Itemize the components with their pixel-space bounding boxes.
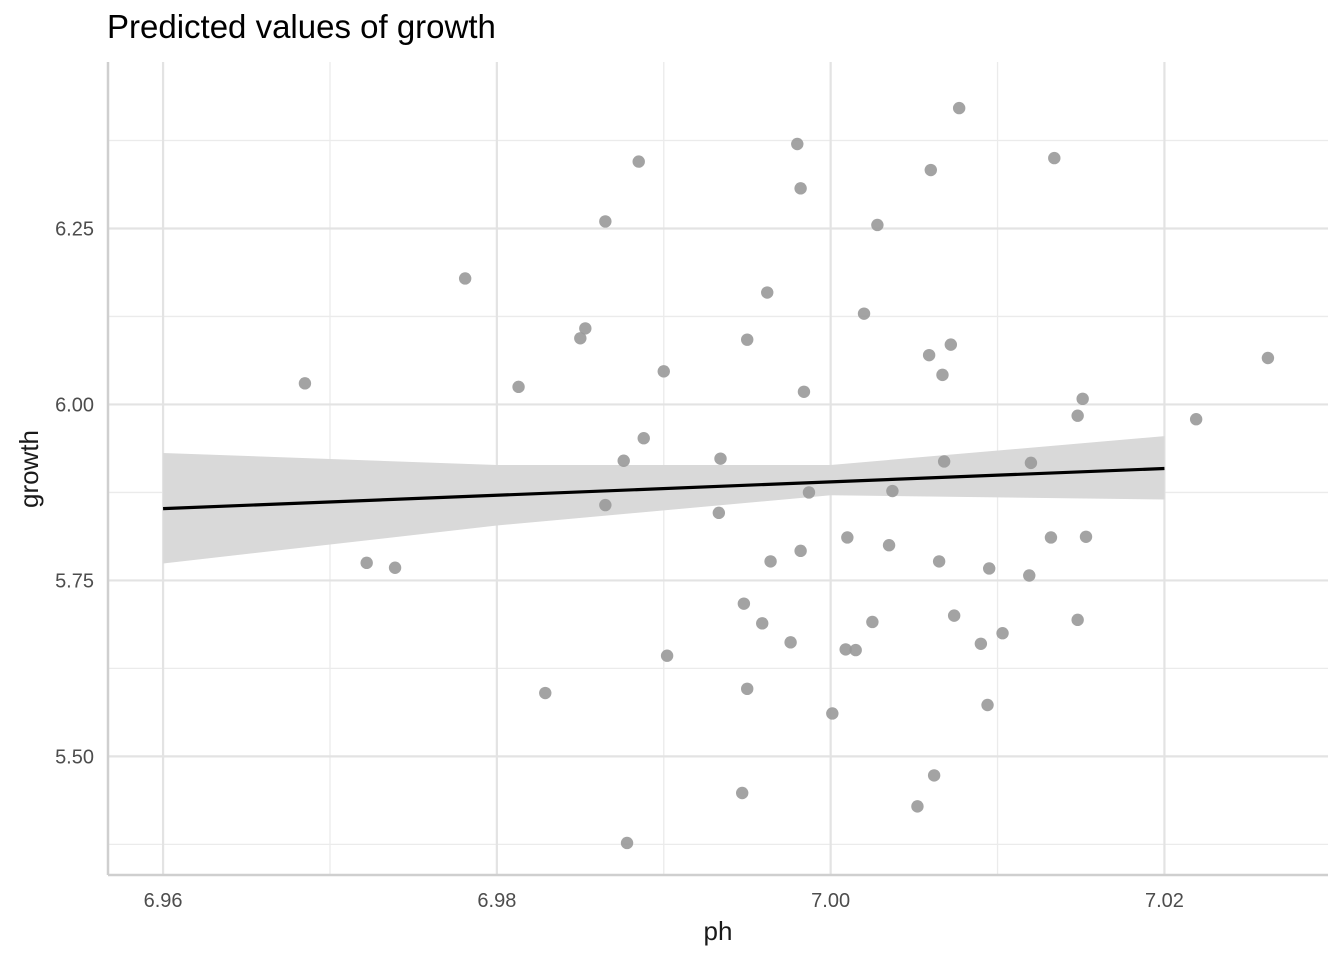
data-point: [952, 101, 966, 115]
data-point: [620, 836, 634, 850]
data-point: [866, 615, 879, 629]
data-point: [741, 682, 754, 696]
x-tick-label: 7.02: [1145, 890, 1184, 912]
data-point: [937, 455, 951, 468]
x-tick-labels: 6.96 6.98 7.00 7.02: [144, 890, 1184, 912]
data-point: [932, 555, 946, 568]
data-point: [599, 215, 612, 228]
data-point: [599, 498, 612, 512]
y-tick-label: 5.75: [55, 570, 94, 592]
data-point: [1189, 413, 1203, 426]
data-point: [579, 322, 592, 335]
data-point: [637, 432, 650, 445]
data-point: [924, 163, 937, 177]
axes: [106, 62, 1328, 877]
data-point: [1076, 392, 1089, 406]
data-point: [539, 686, 552, 700]
data-point: [911, 800, 924, 813]
data-point: [617, 454, 630, 467]
data-point: [944, 338, 958, 351]
data-point: [794, 544, 807, 558]
data-point: [632, 155, 645, 168]
data-point: [927, 769, 941, 782]
y-tick-label: 5.50: [55, 746, 94, 768]
data-point: [1023, 569, 1036, 582]
data-point: [983, 562, 996, 575]
y-tick-label: 6.00: [55, 394, 94, 416]
data-point: [1261, 351, 1275, 365]
data-point: [714, 452, 727, 465]
data-point: [839, 643, 852, 656]
data-point: [936, 368, 949, 382]
y-axis-title: growth: [14, 430, 44, 508]
data-point: [756, 617, 769, 630]
data-point: [737, 597, 751, 610]
prediction-line-layer: [163, 466, 1165, 511]
data-point: [1071, 409, 1084, 422]
data-point: [981, 698, 994, 712]
data-point: [857, 307, 871, 320]
data-point: [791, 137, 804, 151]
data-points-layer: [298, 101, 1275, 850]
data-point: [660, 649, 674, 662]
data-point: [882, 539, 896, 552]
data-point: [886, 484, 899, 498]
data-point: [298, 377, 312, 390]
data-point: [849, 643, 862, 657]
data-point: [761, 286, 774, 299]
x-tick-label: 6.96: [144, 890, 183, 912]
x-tick-label: 6.98: [477, 890, 516, 912]
data-point: [797, 385, 811, 398]
chart-title: Predicted values of growth: [107, 8, 496, 45]
x-tick-label: 7.00: [811, 890, 850, 912]
data-point: [826, 707, 839, 720]
data-point: [1048, 151, 1061, 165]
prediction-line: [163, 466, 1165, 511]
data-point: [574, 332, 587, 345]
data-point: [735, 786, 749, 800]
data-point: [922, 348, 936, 362]
data-point: [784, 636, 797, 649]
data-point: [388, 561, 402, 574]
x-axis-title: ph: [704, 916, 733, 946]
data-point: [764, 555, 777, 568]
data-point: [871, 218, 884, 232]
data-point: [712, 506, 726, 520]
data-point: [1071, 613, 1084, 627]
data-point: [802, 486, 816, 499]
y-tick-label: 6.25: [55, 218, 94, 240]
data-point: [360, 556, 373, 570]
data-point: [458, 272, 472, 285]
data-point: [657, 365, 670, 378]
data-point: [841, 531, 854, 544]
data-point: [794, 182, 807, 195]
data-point: [512, 380, 525, 394]
data-point: [974, 637, 988, 650]
data-point: [1024, 456, 1038, 470]
y-tick-labels: 5.50 5.75 6.00 6.25: [55, 218, 94, 768]
data-point: [1079, 530, 1093, 543]
data-point: [1044, 531, 1058, 544]
confidence-band: [163, 436, 1165, 564]
confidence-band-layer: [163, 436, 1165, 564]
data-point: [947, 609, 961, 622]
data-point: [996, 627, 1009, 640]
data-point: [741, 333, 754, 346]
